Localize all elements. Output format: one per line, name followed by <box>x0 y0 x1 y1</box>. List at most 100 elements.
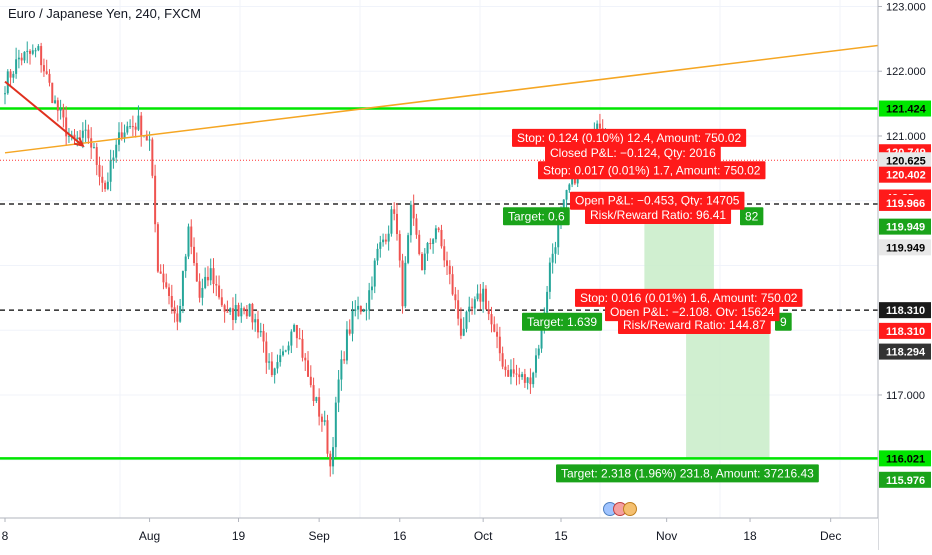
candle-body <box>276 362 279 369</box>
candle-body <box>104 182 107 190</box>
price-tag[interactable] <box>879 152 931 169</box>
target-label[interactable]: Target: 0.6 <box>503 207 570 226</box>
candle-body <box>40 46 43 66</box>
candle-body <box>315 397 318 402</box>
candle-body <box>293 324 296 332</box>
price-tag[interactable] <box>879 343 931 360</box>
candle-body <box>362 310 365 312</box>
candle-body <box>168 287 171 296</box>
price-tag[interactable] <box>879 218 931 235</box>
price-tag[interactable] <box>879 450 931 467</box>
target-label[interactable]: Target: 1.639 <box>522 312 603 331</box>
candle-body <box>393 209 396 214</box>
stop-label[interactable]: Stop: 0.016 (0.01%) 1.6, Amount: 750.02 <box>575 288 803 307</box>
candle-body <box>37 46 40 51</box>
stop-label-text: Stop: 0.016 (0.01%) 1.6, Amount: 750.02 <box>580 291 798 305</box>
candle-body <box>129 126 132 128</box>
time-axis[interactable]: 8 Aug 19 Sep 16 Oct 15 Nov 18 Dec <box>0 517 878 550</box>
position-labels[interactable]: Stop: 0.124 (0.10%) 12.4, Amount: 750.02… <box>503 128 819 483</box>
candle-body <box>498 336 501 354</box>
candle-body <box>181 271 184 306</box>
bottom-target-label[interactable]: Target: 2.318 (1.96%) 231.8, Amount: 372… <box>556 464 819 483</box>
candle-body <box>546 291 549 313</box>
split-icon[interactable] <box>623 502 637 516</box>
price-tag[interactable] <box>879 100 931 117</box>
candle-body <box>348 329 351 334</box>
candle-body <box>234 305 237 321</box>
price-tag[interactable] <box>879 239 931 256</box>
candle-body <box>112 157 115 161</box>
candle-body <box>298 338 301 340</box>
candle-body <box>326 420 329 454</box>
price-tag[interactable] <box>879 194 931 211</box>
candle-body <box>284 350 287 352</box>
candle-body <box>154 175 157 225</box>
rr-label[interactable]: Risk/Reward Ratio: 144.87 <box>618 316 771 335</box>
candle-body <box>526 377 529 383</box>
candle-body <box>9 71 12 78</box>
pnl-label-bg <box>545 143 721 162</box>
price-tick-label: 117.000 <box>886 390 925 402</box>
pnl-label[interactable]: Open P&L: −0.453, Qty: 14705 <box>570 191 745 210</box>
candle-body <box>484 288 487 310</box>
stop-label[interactable]: Stop: 0.124 (0.10%) 12.4, Amount: 750.02 <box>512 128 747 147</box>
rr-label[interactable]: Risk/Reward Ratio: 96.41 <box>585 205 732 224</box>
price-tag[interactable] <box>879 322 931 339</box>
stop-label[interactable]: Stop: 0.017 (0.01%) 1.7, Amount: 750.02 <box>538 161 766 180</box>
pnl-label[interactable]: Closed P&L: −0.124, Qty: 2016 <box>545 143 721 162</box>
trendlines[interactable] <box>4 42 895 154</box>
candle-body <box>320 416 323 422</box>
candle-body <box>345 329 348 361</box>
time-tick-label: Nov <box>656 529 677 543</box>
price-tag[interactable] <box>879 166 931 183</box>
candle-body <box>343 359 346 361</box>
candle-body <box>101 176 104 183</box>
candle-body <box>523 374 526 383</box>
rr-label-bg <box>585 205 732 224</box>
candle-body <box>84 129 87 131</box>
arrow-line[interactable] <box>4 80 84 147</box>
candle-body <box>471 306 474 309</box>
pnl-label-text: Open P&L: −2.108, Qty: 15624 <box>610 305 775 319</box>
time-tick-label: Oct <box>474 529 493 543</box>
trend-line[interactable] <box>4 42 895 154</box>
event-icons[interactable] <box>603 500 643 516</box>
candle-body <box>131 126 134 128</box>
price-tick-label: 123.000 <box>886 1 926 13</box>
target-label-bg <box>740 207 764 226</box>
candle-body <box>223 305 226 312</box>
price-axis-bg <box>878 0 932 518</box>
candle-body <box>170 295 173 308</box>
candle-body <box>473 299 476 309</box>
candle-body <box>51 82 54 104</box>
candle-body <box>109 160 112 182</box>
candle-body <box>265 341 268 363</box>
candle-body <box>518 374 521 378</box>
time-tick-label: 19 <box>232 529 246 543</box>
candle-body <box>282 351 284 356</box>
rr-label-text: Risk/Reward Ratio: 96.41 <box>590 208 726 222</box>
candle-body <box>115 144 118 158</box>
candle-body <box>376 248 379 261</box>
candle-body <box>332 447 335 467</box>
candle-body <box>134 126 137 130</box>
candle-body <box>532 372 535 385</box>
candle-body <box>554 247 557 254</box>
candle-body <box>98 164 101 177</box>
candle-body <box>443 246 446 261</box>
candle-body <box>354 309 357 311</box>
candle-body <box>387 233 390 242</box>
candle-body <box>459 318 462 336</box>
price-tag[interactable] <box>879 471 931 488</box>
candle-body <box>501 353 504 367</box>
candle-body <box>279 355 282 363</box>
target-label[interactable]: 82 <box>740 207 764 226</box>
candle-body <box>287 345 290 351</box>
candle-body <box>568 184 571 191</box>
candle-body <box>95 147 98 165</box>
price-tag[interactable] <box>879 302 931 319</box>
price-axis[interactable]: 123.000122.000121.000117.000121.424120.7… <box>877 0 932 550</box>
candle-body <box>81 130 84 138</box>
